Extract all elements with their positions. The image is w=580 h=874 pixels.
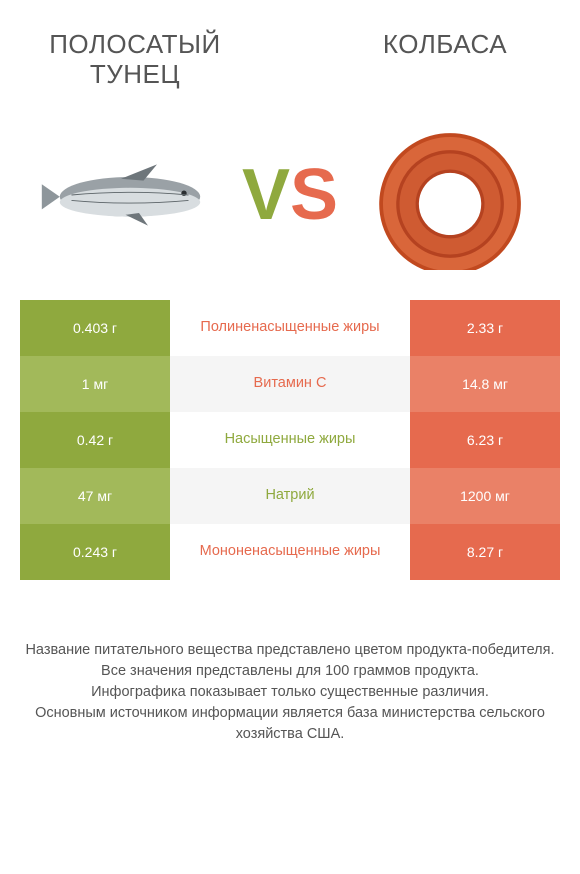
tuna-icon xyxy=(40,159,220,231)
header-row: ПОЛОСАТЫЙТУНЕЦ КОЛБАСА xyxy=(0,0,580,100)
nutrient-label: Натрий xyxy=(170,468,410,524)
value-left: 0.42 г xyxy=(20,412,170,468)
header-spacer xyxy=(250,30,330,90)
value-left: 47 мг xyxy=(20,468,170,524)
value-right: 6.23 г xyxy=(410,412,560,468)
nutrient-label: Витамин C xyxy=(170,356,410,412)
value-left: 0.403 г xyxy=(20,300,170,356)
value-right: 14.8 мг xyxy=(410,356,560,412)
table-row: 0.403 г Полиненасыщенные жиры 2.33 г xyxy=(20,300,560,356)
sausage-icon xyxy=(365,119,535,270)
nutrient-label: Мононенасыщенные жиры xyxy=(170,524,410,580)
vs-v: V xyxy=(242,159,290,231)
comparison-table: 0.403 г Полиненасыщенные жиры 2.33 г 1 м… xyxy=(0,300,580,580)
table-row: 47 мг Натрий 1200 мг xyxy=(20,468,560,524)
vs-label: VS xyxy=(240,159,340,231)
table-row: 0.243 г Мононенасыщенные жиры 8.27 г xyxy=(20,524,560,580)
value-right: 1200 мг xyxy=(410,468,560,524)
right-product-image xyxy=(340,120,560,270)
value-right: 2.33 г xyxy=(410,300,560,356)
title-right: КОЛБАСА xyxy=(330,30,560,90)
footer-notes: Название питательного вещества представл… xyxy=(0,580,580,745)
value-left: 1 мг xyxy=(20,356,170,412)
footer-line: Основным источником информации является … xyxy=(25,703,555,745)
left-product-image xyxy=(20,120,240,270)
value-right: 8.27 г xyxy=(410,524,560,580)
title-left: ПОЛОСАТЫЙТУНЕЦ xyxy=(20,30,250,90)
nutrient-label: Полиненасыщенные жиры xyxy=(170,300,410,356)
images-row: VS xyxy=(0,100,580,300)
footer-line: Название питательного вещества представл… xyxy=(25,640,555,661)
table-row: 0.42 г Насыщенные жиры 6.23 г xyxy=(20,412,560,468)
table-row: 1 мг Витамин C 14.8 мг xyxy=(20,356,560,412)
footer-line: Все значения представлены для 100 граммо… xyxy=(25,661,555,682)
nutrient-label: Насыщенные жиры xyxy=(170,412,410,468)
value-left: 0.243 г xyxy=(20,524,170,580)
footer-line: Инфографика показывает только существенн… xyxy=(25,682,555,703)
vs-s: S xyxy=(290,159,338,231)
